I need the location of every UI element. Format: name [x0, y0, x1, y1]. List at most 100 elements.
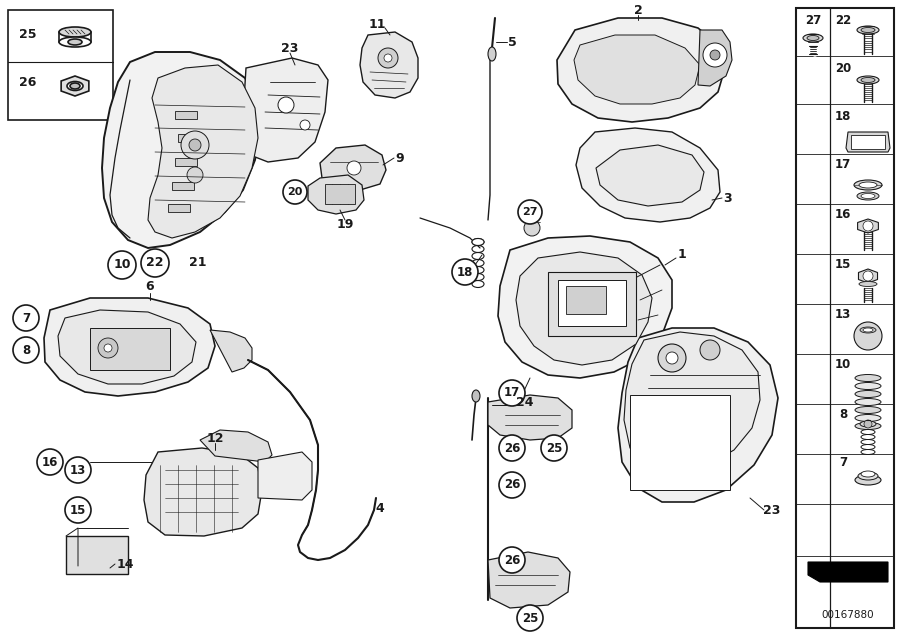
Ellipse shape — [807, 36, 819, 41]
Polygon shape — [698, 30, 732, 86]
Text: 13: 13 — [70, 464, 86, 476]
Ellipse shape — [70, 83, 80, 89]
Polygon shape — [859, 269, 877, 283]
Ellipse shape — [472, 390, 480, 402]
Bar — [566, 286, 606, 314]
Ellipse shape — [860, 327, 876, 333]
Circle shape — [189, 139, 201, 151]
Circle shape — [452, 259, 478, 285]
Bar — [178, 134, 200, 142]
Polygon shape — [210, 330, 252, 372]
Circle shape — [187, 167, 203, 183]
Circle shape — [384, 54, 392, 62]
Ellipse shape — [59, 37, 91, 47]
Ellipse shape — [863, 328, 873, 332]
Ellipse shape — [855, 415, 881, 422]
Text: 8: 8 — [839, 408, 847, 420]
Text: 15: 15 — [835, 258, 851, 270]
Text: 26: 26 — [504, 553, 520, 567]
Polygon shape — [498, 236, 672, 378]
Circle shape — [499, 547, 525, 573]
Text: 16: 16 — [41, 455, 58, 469]
Polygon shape — [624, 332, 760, 472]
Polygon shape — [488, 552, 570, 608]
Text: 6: 6 — [146, 280, 154, 293]
Ellipse shape — [59, 27, 91, 37]
Text: 20: 20 — [287, 187, 302, 197]
Polygon shape — [808, 562, 888, 582]
Ellipse shape — [855, 391, 881, 398]
Circle shape — [499, 472, 525, 498]
Text: 17: 17 — [504, 387, 520, 399]
Text: 4: 4 — [375, 502, 384, 515]
Ellipse shape — [803, 34, 823, 42]
Text: 27: 27 — [805, 13, 821, 27]
Ellipse shape — [861, 471, 875, 477]
Text: 8: 8 — [22, 343, 30, 357]
Circle shape — [854, 322, 882, 350]
Bar — [325, 184, 355, 204]
Text: 1: 1 — [678, 247, 687, 261]
Circle shape — [710, 50, 720, 60]
Circle shape — [108, 251, 136, 279]
Circle shape — [703, 43, 727, 67]
Polygon shape — [258, 452, 312, 500]
Circle shape — [499, 435, 525, 461]
Bar — [172, 182, 194, 190]
Ellipse shape — [857, 26, 879, 34]
Text: 00167880: 00167880 — [822, 610, 874, 620]
Text: 18: 18 — [835, 109, 851, 123]
Text: 9: 9 — [396, 151, 404, 165]
Ellipse shape — [860, 421, 876, 427]
Ellipse shape — [67, 81, 83, 90]
Text: 18: 18 — [457, 265, 473, 279]
Text: 22: 22 — [146, 256, 164, 270]
Polygon shape — [596, 145, 704, 206]
Text: 7: 7 — [839, 455, 847, 469]
Ellipse shape — [855, 422, 881, 429]
Circle shape — [283, 180, 307, 204]
Circle shape — [37, 449, 63, 475]
Text: 26: 26 — [19, 76, 37, 90]
Bar — [558, 280, 626, 326]
Circle shape — [658, 344, 686, 372]
Ellipse shape — [854, 180, 882, 190]
Circle shape — [666, 352, 678, 364]
Polygon shape — [148, 65, 258, 238]
Polygon shape — [144, 448, 262, 536]
Text: 26: 26 — [504, 441, 520, 455]
Circle shape — [518, 200, 542, 224]
Polygon shape — [61, 76, 89, 96]
Text: 11: 11 — [368, 18, 386, 31]
Text: 16: 16 — [835, 209, 851, 221]
Ellipse shape — [855, 475, 881, 485]
Text: 2: 2 — [634, 4, 643, 17]
Circle shape — [65, 497, 91, 523]
Circle shape — [700, 340, 720, 360]
Polygon shape — [574, 35, 700, 104]
Ellipse shape — [859, 182, 877, 188]
Bar — [66, 536, 128, 574]
Text: 20: 20 — [835, 62, 851, 74]
Text: 22: 22 — [835, 13, 851, 27]
Circle shape — [517, 605, 543, 631]
Circle shape — [13, 337, 39, 363]
Circle shape — [104, 344, 112, 352]
Text: 21: 21 — [189, 256, 207, 270]
Circle shape — [300, 120, 310, 130]
Text: 23: 23 — [282, 41, 299, 55]
Bar — [796, 8, 894, 628]
Circle shape — [863, 221, 873, 231]
Text: 7: 7 — [22, 312, 30, 324]
Polygon shape — [516, 252, 652, 365]
Bar — [851, 135, 885, 149]
Circle shape — [278, 97, 294, 113]
Ellipse shape — [855, 406, 881, 413]
Text: 24: 24 — [517, 396, 534, 408]
Text: 26: 26 — [504, 478, 520, 492]
Polygon shape — [618, 328, 778, 502]
Ellipse shape — [855, 382, 881, 389]
Circle shape — [65, 457, 91, 483]
Circle shape — [524, 220, 540, 236]
Text: 3: 3 — [724, 191, 733, 205]
